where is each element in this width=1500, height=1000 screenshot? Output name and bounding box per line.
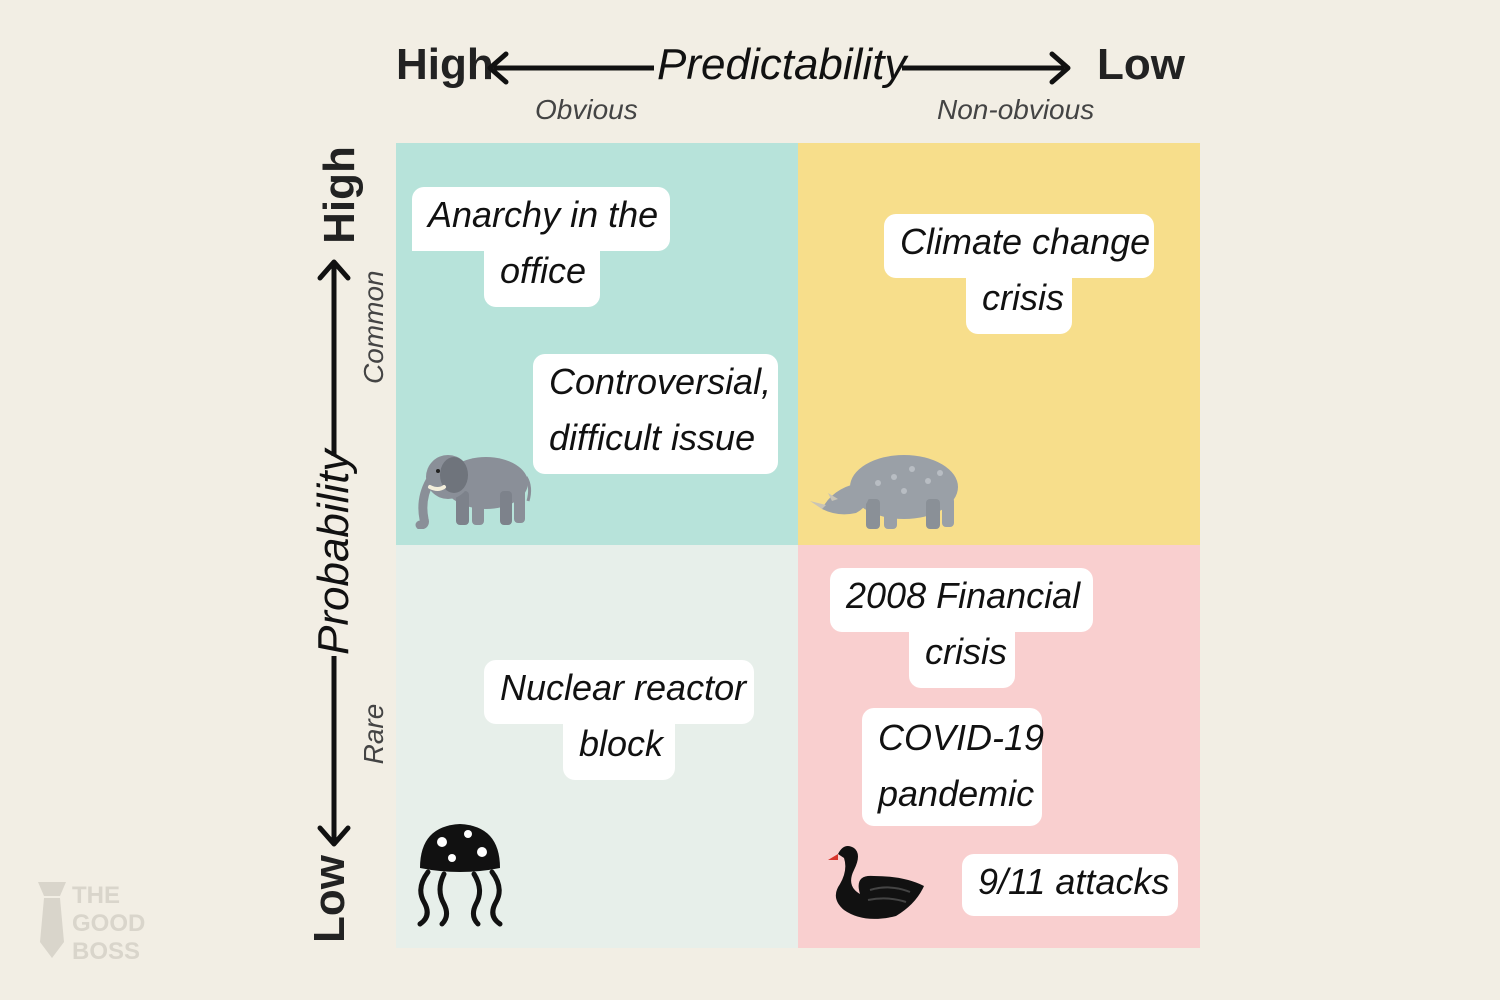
predictability-low-label: Low	[1097, 40, 1185, 89]
predictability-obvious-label: Obvious	[535, 94, 638, 125]
the-good-boss-logo-icon	[38, 882, 66, 958]
the-good-boss-logo-text: THE GOOD BOSS	[72, 882, 146, 965]
probability-rare-label: Rare	[358, 703, 389, 765]
card-climate-change-crisis: Climate change	[884, 214, 1154, 278]
jellyfish-icon	[417, 824, 503, 927]
predictability-left-arrow	[487, 51, 654, 85]
predictability-high-label: High	[396, 40, 494, 89]
card-covid-19-pandemic: COVID-19 pandemic	[862, 708, 1044, 826]
card-nuclear-reactor-block: Nuclear reactor	[484, 660, 754, 724]
card-2008-financial-crisis: 2008 Financial	[830, 568, 1093, 632]
card-2008-financial-crisis-line2: crisis	[909, 626, 1015, 688]
elephant-icon	[415, 455, 532, 529]
probability-common-label: Common	[358, 270, 389, 384]
predictability-right-arrow	[902, 51, 1071, 85]
card-anarchy-in-the-office: Anarchy in the	[412, 187, 670, 251]
predictability-axis-title: Predictability	[657, 40, 907, 89]
card-nuclear-reactor-block-line2: block	[563, 718, 675, 780]
rhino-icon	[810, 455, 958, 529]
probability-low-label: Low	[305, 855, 354, 943]
probability-axis-line	[317, 259, 351, 847]
predictability-non-obvious-label: Non-obvious	[937, 94, 1095, 125]
card-controversial-issue: Controversial,	[533, 354, 778, 418]
probability-high-label: High	[315, 146, 364, 244]
card-controversial-issue-line2: difficult issue	[533, 412, 778, 474]
probability-axis-title: Probability	[309, 449, 358, 655]
card-9-11-attacks: 9/11 attacks	[962, 854, 1178, 916]
card-climate-change-crisis-line2: crisis	[966, 272, 1072, 334]
black-swan-icon	[828, 846, 924, 919]
card-anarchy-in-the-office-line2: office	[484, 245, 600, 307]
